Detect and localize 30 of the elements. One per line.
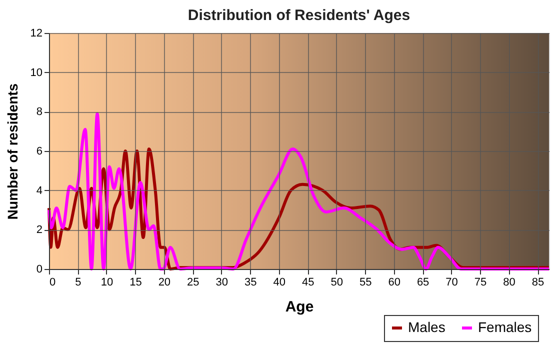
x-tick-label: 25 [187,276,200,288]
x-tick-label: 5 [75,276,82,288]
x-tick-label: 15 [130,276,142,288]
x-tick-label: 50 [330,276,343,288]
legend-label: Females [478,319,532,335]
x-tick-label: 55 [359,276,372,288]
y-tick-label: 8 [36,106,42,118]
x-tick-label: 40 [273,276,286,288]
y-tick-label: 4 [36,184,42,197]
y-tick-label: 10 [30,66,42,79]
x-axis-title: Age [285,298,314,316]
x-tick-label: 35 [244,276,257,288]
y-tick-label: 0 [36,264,42,276]
x-tick-label: 45 [302,276,314,288]
legend-label: Males [408,319,446,335]
y-axis-title: Number of residents [4,83,20,220]
x-tick-label: 30 [216,276,228,288]
x-tick-label: 70 [446,276,458,288]
y-tick-label: 2 [36,224,42,236]
x-tick-label: 0 [50,276,56,288]
x-tick-label: 10 [100,276,114,288]
x-tick-label: 65 [416,276,430,288]
y-tick-label: 12 [30,28,42,40]
chart-title: Distribution of Residents' Ages [188,7,410,24]
x-tick-label: 60 [388,276,400,288]
x-tick-label: 20 [158,276,171,288]
x-tick-label: 75 [474,276,487,288]
y-tick-label: 6 [36,146,42,158]
x-tick-label: 85 [532,276,544,288]
x-tick-label: 80 [503,276,516,288]
